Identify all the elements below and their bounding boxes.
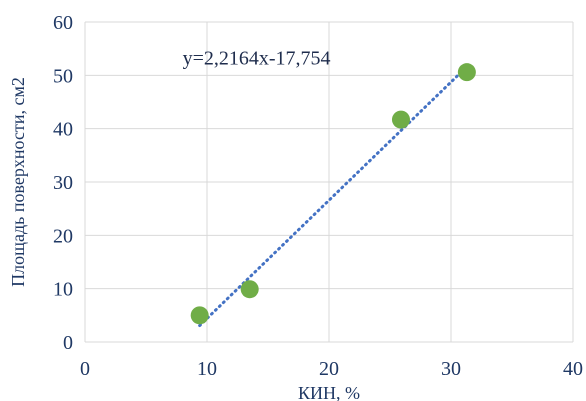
y-tick-label: 0: [63, 332, 73, 354]
data-point: [240, 280, 259, 299]
data-point: [391, 110, 410, 129]
y-tick-label: 50: [53, 65, 73, 87]
x-axis-title: КИН, %: [298, 383, 360, 401]
y-tick-label: 30: [53, 172, 73, 194]
trendline-layer: [198, 65, 469, 328]
trendline: [198, 65, 469, 328]
trendline-equation: y=2,2164x-17,754: [183, 48, 331, 70]
grid: [84, 21, 574, 343]
data-points: [190, 63, 476, 325]
data-point: [190, 306, 209, 325]
x-tick-label: 10: [197, 358, 217, 380]
y-tick-label: 40: [53, 119, 73, 141]
y-tick-label: 20: [53, 225, 73, 247]
x-tick-label: 20: [319, 358, 339, 380]
x-tick-label: 40: [563, 358, 583, 380]
y-tick-label: 10: [53, 279, 73, 301]
y-tick-label: 60: [53, 12, 73, 34]
x-tick-label: 0: [80, 358, 90, 380]
y-axis-title: Площадь поверхности, см2: [8, 77, 28, 287]
data-point: [457, 63, 476, 82]
x-tick-label: 30: [441, 358, 461, 380]
tick-labels: 0 10 20 30 40 50 60 0 10 20 30 40: [53, 12, 583, 380]
